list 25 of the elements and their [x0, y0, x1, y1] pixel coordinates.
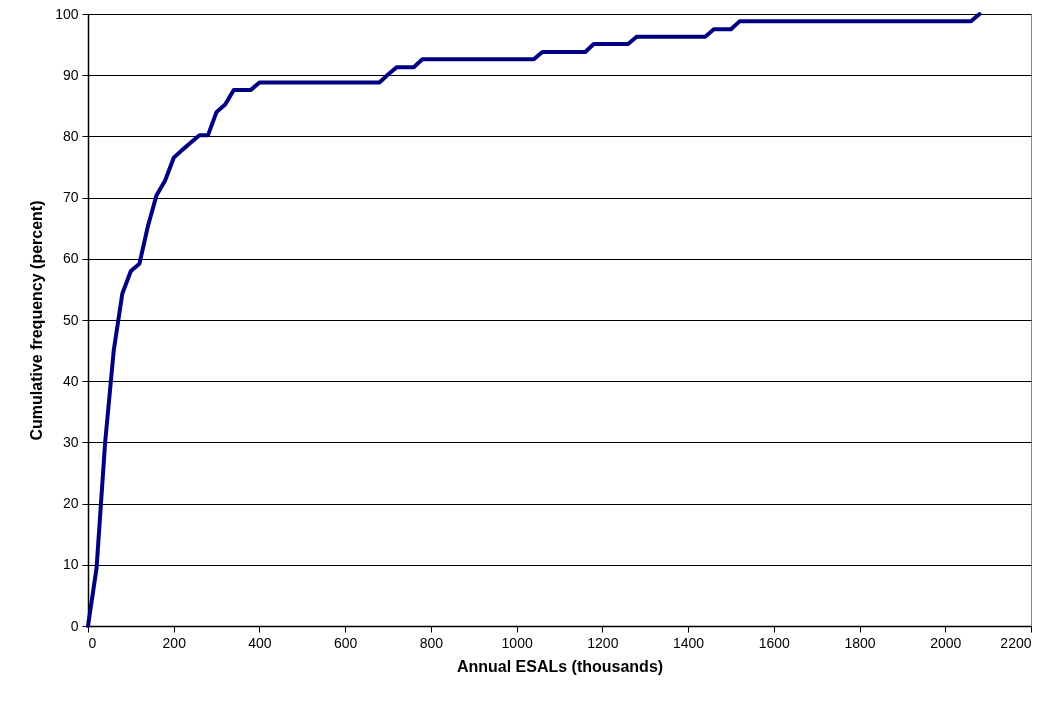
- x-tick-label: 1800: [844, 634, 876, 651]
- y-tick-label: 90: [62, 66, 79, 83]
- y-tick-label: 60: [62, 250, 79, 267]
- x-tick-label: 1400: [673, 634, 705, 651]
- y-tick-label: 70: [62, 189, 79, 206]
- y-tick-label: 0: [70, 617, 79, 634]
- x-tick-label: 400: [248, 634, 272, 651]
- y-tick-label: 50: [62, 311, 79, 328]
- x-tick-label: 1000: [501, 634, 533, 651]
- x-tick-label: 2200: [1000, 634, 1032, 651]
- x-tick-label: 0: [88, 634, 97, 651]
- y-tick-label: 40: [62, 372, 79, 389]
- x-tick-label: 2000: [930, 634, 962, 651]
- y-axis-title: Cumulative frequency (percent): [28, 200, 46, 441]
- x-tick-label: 1200: [587, 634, 619, 651]
- y-tick-label: 10: [62, 556, 79, 573]
- y-tick-label: 80: [62, 127, 79, 144]
- y-tick-label: 30: [62, 433, 79, 450]
- y-tick-label: 20: [62, 495, 79, 512]
- y-tick-label: 100: [55, 5, 79, 22]
- x-tick-label: 600: [334, 634, 358, 651]
- x-tick-label: 200: [162, 634, 187, 651]
- x-axis-title: Annual ESALs (thousands): [456, 657, 664, 675]
- x-tick-label: 800: [419, 634, 444, 651]
- x-tick-label: 1600: [758, 634, 791, 651]
